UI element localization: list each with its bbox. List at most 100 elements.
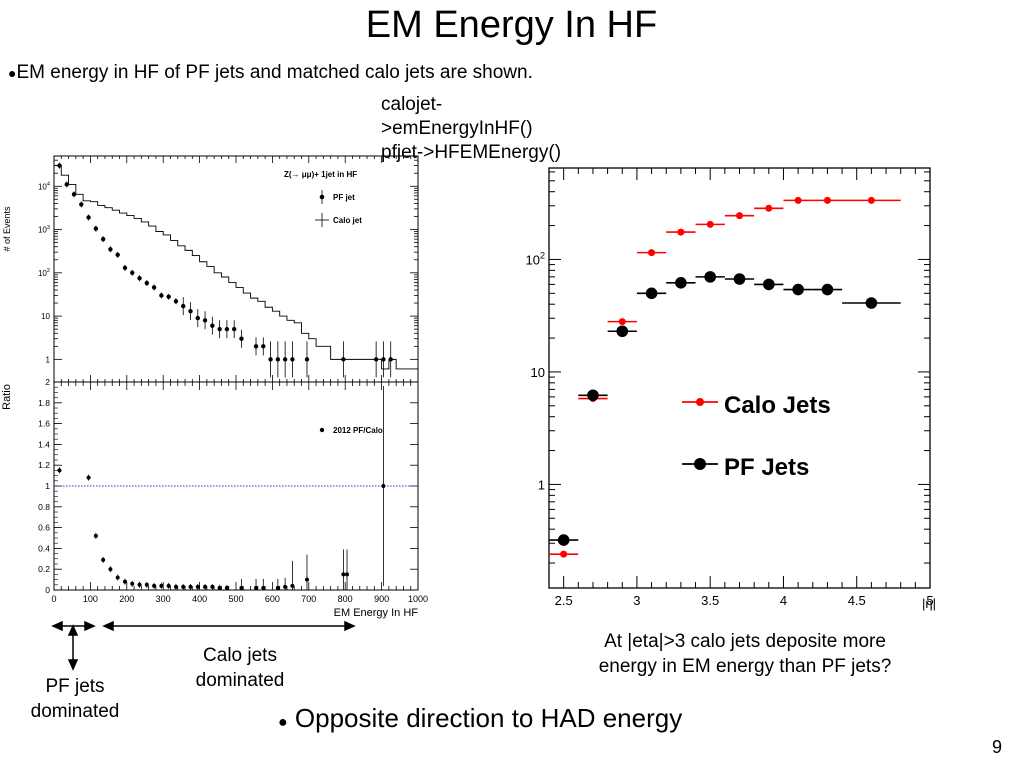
calo-jets-point (867, 196, 875, 204)
legend-title: Z(→ μμ)+ 1jet in HF (284, 170, 357, 179)
ratio-point (381, 484, 386, 488)
pf-jet-point (341, 357, 346, 362)
tick-base: 1 (538, 477, 545, 492)
pf-jet-point (71, 192, 77, 197)
tick-base: 10 (41, 312, 50, 321)
ratio-point (239, 585, 244, 590)
arrow-head (51, 620, 63, 632)
y-tick-label: 2 (45, 377, 50, 387)
pf-jet-point (144, 280, 150, 286)
calo-jet-histogram (54, 165, 418, 370)
tick-exponent: 2 (47, 268, 50, 274)
pf-jet-point (93, 226, 99, 231)
note-line: >emEnergyInHF() (381, 118, 533, 139)
pf-jet-point (151, 285, 157, 290)
y-tick-label: 0.2 (38, 564, 50, 574)
bullet-text: EM energy in HF of PF jets and matched c… (16, 62, 533, 83)
x-tick-label: 900 (374, 594, 389, 604)
x-tick-label: 300 (156, 594, 171, 604)
pf-jet-point (181, 303, 186, 309)
x-tick-label: 3.5 (701, 593, 719, 608)
pf-jet-point (79, 202, 84, 207)
legend-calo-label: Calo jet (333, 216, 362, 225)
legend-ratio-marker (319, 427, 325, 433)
legend-calo-marker (696, 398, 704, 406)
bullet-text: Opposite direction to HAD energy (294, 703, 683, 733)
y-tick-label: 0.6 (38, 523, 50, 533)
label-line: dominated (30, 701, 120, 722)
y-tick-label: 102 (38, 268, 50, 278)
note-line: calojet- (381, 94, 443, 115)
x-tick-label: 1000 (408, 594, 428, 604)
y-axis-label-ratio: Ratio (1, 384, 13, 410)
y-tick-label: 102 (525, 251, 545, 268)
ratio-point (210, 584, 215, 589)
calo-jets-point (794, 196, 802, 204)
ratio-point (115, 575, 120, 580)
arrow-head (84, 620, 96, 632)
ratio-point (261, 585, 266, 590)
x-axis-label: EM Energy In HF (334, 607, 419, 619)
y-tick-label: 1.4 (38, 439, 50, 449)
x-tick-label: 200 (119, 594, 134, 604)
ratio-point (254, 585, 259, 590)
ratio-point (130, 581, 135, 586)
bullet-opposite-direction: ● Opposite direction to HAD energy (278, 703, 682, 734)
pf-jet-point (166, 294, 171, 299)
tick-base: 10 (38, 269, 47, 278)
legend-pf-marker (319, 194, 325, 200)
ratio-point (144, 582, 149, 587)
pf-jet-point (282, 357, 288, 362)
ratio-point (122, 579, 127, 584)
ratio-point (181, 584, 186, 589)
pf-jet-point (188, 308, 193, 314)
legend-pf-label: PF Jets (724, 454, 809, 481)
top-panel-frame (53, 155, 419, 383)
pf-jets-point (557, 534, 570, 546)
pf-jets-point (763, 278, 775, 291)
pf-jet-point (86, 215, 91, 220)
pf-jets-point (733, 273, 746, 285)
y-tick-label: 1 (45, 481, 50, 491)
calo-jets-point (677, 228, 685, 236)
y-tick-label: 1.8 (38, 398, 50, 408)
calo-jets-point (560, 550, 568, 558)
calo-jets-point (618, 318, 626, 326)
pf-jet-point (373, 357, 379, 362)
x-tick-label: 4.5 (848, 593, 866, 608)
y-tick-label: 0.8 (38, 502, 50, 512)
y-tick-label: 0.4 (38, 543, 50, 553)
y-tick-label: 10 (41, 312, 50, 321)
pf-jet-point (115, 252, 120, 258)
pf-jet-point (100, 236, 106, 242)
ratio-point (195, 584, 200, 589)
pf-jet-point (64, 182, 69, 187)
tick-exponent: 4 (47, 182, 50, 188)
ratio-point (275, 585, 280, 590)
pf-jet-point (304, 357, 310, 362)
pf-jet-point (217, 326, 222, 332)
ratio-point (188, 584, 193, 589)
ratio-point (137, 582, 142, 587)
legend-ratio-label: 2012 PF/Calo (333, 426, 383, 435)
legend-calo-label: Calo Jets (724, 392, 831, 419)
pf-jet-point (210, 323, 215, 328)
pf-jet-point (159, 293, 164, 298)
y-tick-label: 103 (38, 225, 50, 235)
arrow-head (67, 659, 79, 671)
pf-dominated-label: PF jets dominated (10, 674, 140, 724)
x-tick-label: 400 (192, 594, 207, 604)
bullet-dot: ● (278, 714, 288, 731)
ratio-point (345, 572, 350, 577)
y-tick-label: 1 (538, 477, 545, 492)
pf-jets-point (865, 297, 878, 309)
arrow-head (67, 624, 79, 636)
eta-note: At |eta|>3 calo jets deposite more energ… (560, 629, 930, 679)
calo-jets-point (765, 204, 773, 212)
right-panel-frame (548, 167, 931, 589)
pf-jet-point (57, 163, 62, 168)
x-tick-label: 2.5 (555, 593, 573, 608)
label-line: dominated (195, 670, 285, 691)
